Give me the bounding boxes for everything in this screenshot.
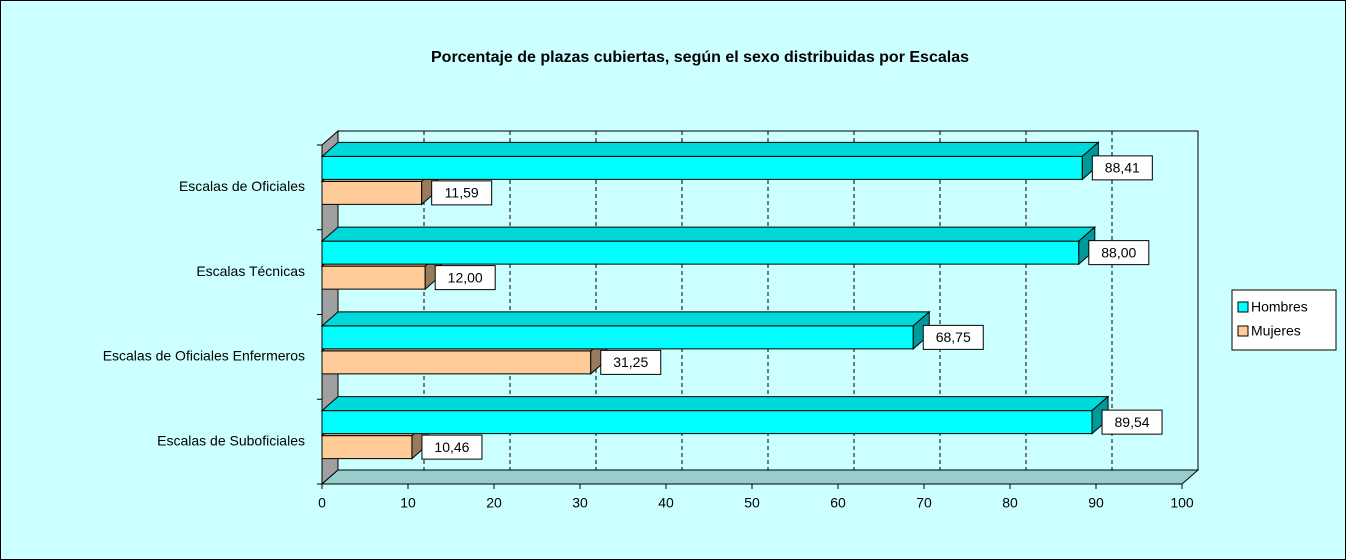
- value-label-box: [922, 324, 984, 350]
- x-tick-label: 80: [1002, 495, 1018, 511]
- bar: [321, 180, 423, 205]
- bar-top: [320, 396, 1110, 412]
- bar: [321, 325, 914, 350]
- legend-box: [1231, 289, 1337, 351]
- value-label-box: [1101, 409, 1163, 435]
- value-label: 10,46: [434, 439, 469, 455]
- value-label-box: [434, 265, 496, 291]
- bar-top: [320, 226, 1097, 242]
- value-label-box: [431, 180, 493, 206]
- bar: [321, 240, 1080, 265]
- value-label-box: [1088, 240, 1150, 266]
- value-label: 88,00: [1101, 244, 1136, 260]
- bar: [321, 155, 1083, 180]
- floor: [320, 469, 1200, 485]
- bar: [321, 265, 426, 290]
- value-label-box: [1091, 155, 1153, 181]
- bar: [321, 435, 413, 460]
- y-tick-label: Escalas de Suboficiales: [157, 432, 305, 448]
- y-tick-label: Escalas Técnicas: [196, 263, 305, 279]
- chart-title: Porcentaje de plazas cubiertas, según el…: [431, 49, 969, 66]
- x-tick-label: 100: [1170, 495, 1194, 511]
- x-tick-label: 60: [830, 495, 846, 511]
- value-label: 11,59: [445, 185, 479, 201]
- x-tick-label: 40: [658, 495, 674, 511]
- value-label: 89,54: [1115, 414, 1150, 430]
- x-tick-label: 90: [1088, 495, 1104, 511]
- value-label: 88,41: [1105, 160, 1140, 176]
- x-tick-label: 20: [486, 495, 502, 511]
- bar: [321, 410, 1093, 435]
- value-label: 68,75: [936, 329, 971, 345]
- bar-top: [320, 141, 1100, 157]
- x-tick-label: 10: [400, 495, 416, 511]
- value-label-box: [600, 349, 662, 375]
- legend-swatch: [1237, 325, 1249, 337]
- x-tick-label: 70: [916, 495, 932, 511]
- bar: [321, 350, 592, 375]
- bar-top: [320, 311, 931, 327]
- x-tick-label: 0: [318, 495, 326, 511]
- legend-label: Hombres: [1251, 299, 1308, 315]
- legend-label: Mujeres: [1251, 323, 1301, 339]
- x-tick-label: 50: [744, 495, 760, 511]
- x-tick-label: 30: [572, 495, 588, 511]
- y-tick-label: Escalas de Oficiales Enfermeros: [103, 348, 305, 364]
- legend-swatch: [1237, 301, 1249, 313]
- value-label-box: [421, 434, 483, 460]
- value-label: 12,00: [448, 269, 483, 285]
- value-label: 31,25: [613, 354, 648, 370]
- y-tick-label: Escalas de Oficiales: [179, 178, 305, 194]
